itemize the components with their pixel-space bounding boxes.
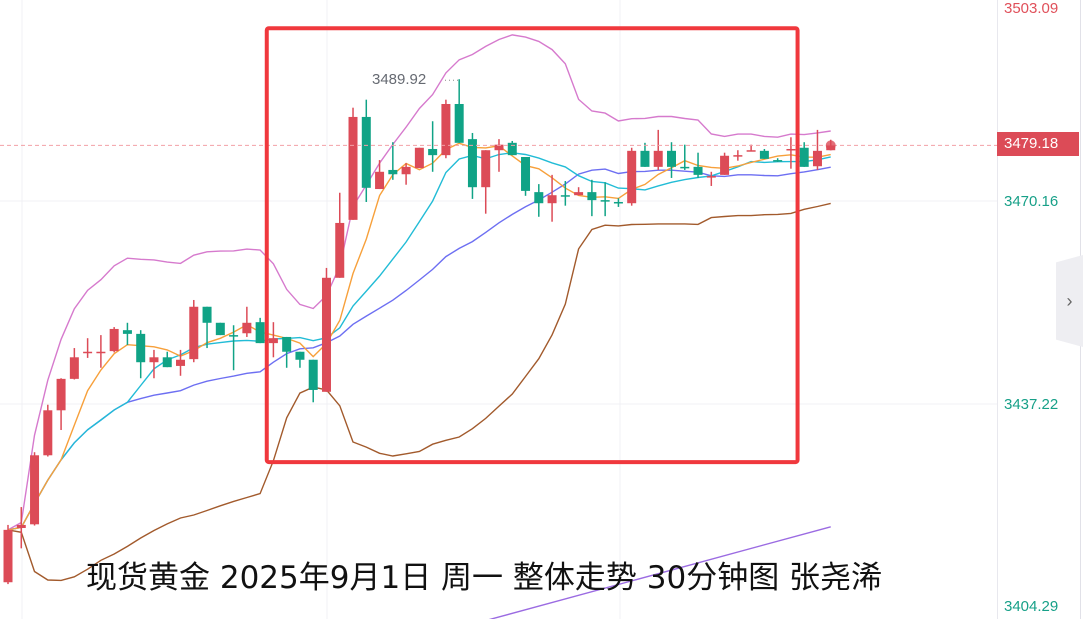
chevron-right-icon: › bbox=[1066, 290, 1073, 311]
axis-tick-label: 3470.16 bbox=[1004, 193, 1059, 210]
ma10-line bbox=[7, 152, 831, 531]
candle-body bbox=[255, 322, 265, 344]
candles bbox=[3, 79, 836, 585]
candle-body bbox=[680, 166, 690, 169]
candle-body bbox=[282, 336, 292, 352]
candle-body bbox=[43, 410, 53, 456]
current-price-tag: 3479.18 bbox=[997, 132, 1079, 156]
candle-body bbox=[69, 357, 79, 379]
candle-body bbox=[202, 306, 212, 323]
high-price-label: 3489.92 bbox=[372, 71, 427, 88]
axis-tick-label: 3437.22 bbox=[1004, 396, 1059, 413]
candle-body bbox=[149, 357, 159, 363]
candle-body bbox=[30, 455, 40, 525]
candle-body bbox=[414, 147, 424, 169]
candle-body bbox=[348, 116, 358, 220]
candle-body bbox=[109, 328, 119, 352]
candle-body bbox=[613, 201, 623, 204]
grid bbox=[0, 0, 997, 619]
candle-body bbox=[773, 160, 783, 162]
annotation-box bbox=[264, 26, 800, 465]
candle-body bbox=[799, 147, 809, 167]
candle-body bbox=[162, 357, 172, 368]
candle-body bbox=[83, 351, 93, 354]
candle-body bbox=[733, 155, 743, 157]
candle-body bbox=[388, 169, 398, 175]
candle-body bbox=[627, 150, 637, 204]
candle-body bbox=[494, 144, 504, 151]
candle-body bbox=[454, 103, 464, 143]
candle-body bbox=[706, 176, 716, 178]
candle-body bbox=[189, 306, 199, 360]
candle-body bbox=[521, 156, 531, 191]
candle-body bbox=[321, 277, 331, 392]
boll-upper-line bbox=[7, 34, 831, 531]
candle-body bbox=[295, 351, 305, 360]
candle-body bbox=[96, 351, 106, 354]
candle-body bbox=[242, 322, 252, 334]
axis-tick-label: 3404.29 bbox=[1004, 598, 1059, 615]
candle-body bbox=[375, 171, 385, 190]
candle-body bbox=[401, 166, 411, 175]
chart-caption: 现货黄金 2025年9月1日 周一 整体走势 30分钟图 张尧浠 bbox=[86, 560, 883, 596]
candle-body bbox=[467, 139, 477, 188]
candle-body bbox=[507, 142, 517, 156]
indicator-lines bbox=[7, 34, 831, 619]
candle-body bbox=[587, 192, 597, 201]
candle-body bbox=[3, 529, 13, 583]
last-price-dot bbox=[825, 140, 836, 151]
candle-body bbox=[16, 524, 26, 529]
candle-body bbox=[786, 148, 796, 151]
candle-body bbox=[268, 338, 278, 344]
boll-lower-line bbox=[7, 202, 831, 582]
overlay bbox=[0, 26, 997, 465]
candle-body bbox=[56, 378, 66, 411]
collapse-panel-button[interactable]: › bbox=[1056, 255, 1083, 347]
candle-body bbox=[215, 322, 225, 336]
candle-body bbox=[308, 359, 318, 390]
candle-body bbox=[560, 195, 570, 197]
candle-body bbox=[653, 150, 663, 167]
axis-tick-label: 3503.09 bbox=[1004, 0, 1059, 17]
candle-body bbox=[229, 335, 239, 337]
candle-body bbox=[547, 195, 557, 204]
candle-body bbox=[441, 103, 451, 156]
candle-body bbox=[361, 116, 371, 188]
candle-body bbox=[534, 192, 544, 204]
candle-body bbox=[759, 150, 769, 159]
candle-body bbox=[176, 359, 186, 366]
candle-body bbox=[812, 150, 822, 167]
candle-body bbox=[574, 192, 584, 196]
candle-body bbox=[640, 150, 650, 167]
candle-body bbox=[720, 155, 730, 175]
candle-body bbox=[428, 148, 438, 156]
long-ma-line bbox=[488, 526, 831, 619]
candle-body bbox=[335, 222, 345, 278]
candle-body bbox=[136, 333, 146, 363]
candle-body bbox=[122, 330, 132, 334]
candle-body bbox=[693, 166, 703, 175]
candle-body bbox=[746, 150, 756, 152]
candle-body bbox=[481, 150, 491, 188]
candle-body bbox=[667, 150, 676, 167]
candle-body bbox=[600, 200, 610, 202]
